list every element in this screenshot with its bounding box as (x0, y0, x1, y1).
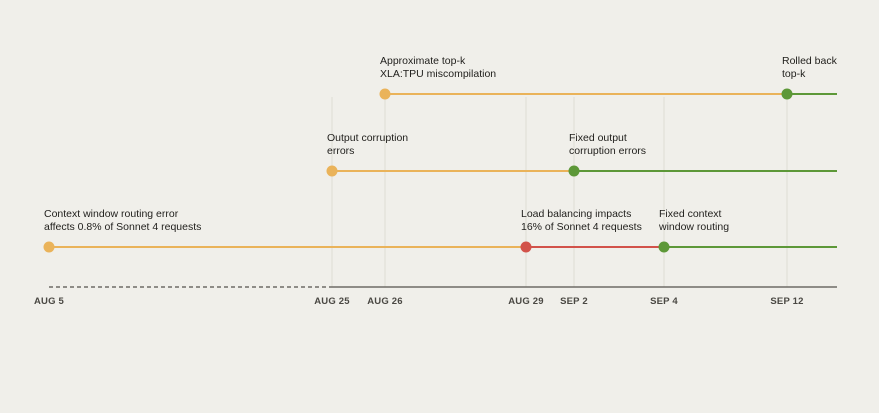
event-dot-sep-4 (658, 241, 670, 253)
axis-label-aug-25: AUG 25 (314, 296, 350, 307)
track-topk: Approximate top-k XLA:TPU miscompilation R… (379, 55, 838, 100)
axis-label-sep-12: SEP 12 (770, 296, 803, 307)
start-dot-corruption (326, 165, 338, 177)
start-dot-topk (379, 88, 391, 100)
axis-label-sep-4: SEP 4 (650, 296, 678, 307)
axis-label-sep-2: SEP 2 (560, 296, 588, 307)
track-corruption: Output corruption errors Fixed output corru… (326, 132, 837, 177)
axis-label-aug-26: AUG 26 (367, 296, 403, 307)
event-dot-sep-2 (568, 165, 580, 177)
event-label-sep-12: Rolled back top-k (782, 55, 838, 80)
start-dot-routing (43, 241, 55, 253)
incident-tracks: Approximate top-k XLA:TPU miscompilation R… (43, 55, 838, 253)
event-dot-sep-12 (781, 88, 793, 100)
start-label-corruption: Output corruption errors (327, 132, 408, 157)
start-label-routing: Context window routing error affects 0.8%… (44, 208, 201, 233)
date-marker-lines (331, 97, 788, 287)
start-label-topk: Approximate top-k XLA:TPU miscompilation (380, 55, 496, 80)
date-axis: AUG 5 AUG 25 AUG 26 AUG 29 SEP 2 SEP 4 SEP 12 (34, 286, 837, 307)
track-routing: Context window routing error affects 0.8%… (43, 208, 837, 253)
event-dot-aug-29 (520, 241, 532, 253)
event-label-sep-2: Fixed output corruption errors (569, 132, 646, 157)
event-label-sep-4: Fixed context window routing (658, 208, 729, 233)
axis-label-aug-5: AUG 5 (34, 296, 65, 307)
axis-label-aug-29: AUG 29 (508, 296, 544, 307)
event-label-aug-29: Load balancing impacts 16% of Sonnet 4 re… (521, 208, 642, 233)
